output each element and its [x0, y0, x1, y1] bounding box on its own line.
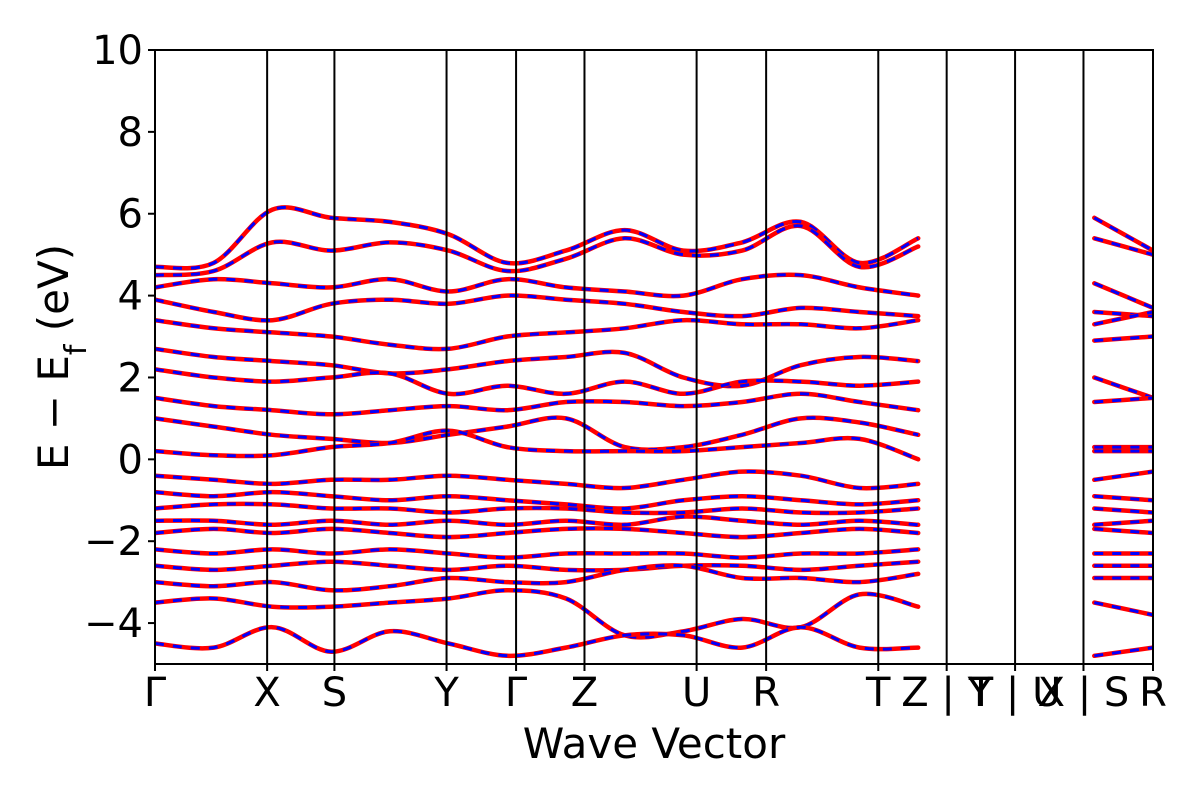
band-6-spin-down-part-4	[1094, 335, 1153, 343]
x-tick-label-10: Z | Y	[901, 670, 992, 716]
x-tick-label-8: R	[752, 670, 780, 716]
band-13-spin-down-part-1	[155, 502, 919, 515]
band-4-spin-down-part-1	[155, 294, 919, 322]
band-2-spin-up-part-1	[155, 223, 921, 278]
y-tick-label-4: 2	[118, 355, 143, 401]
band-2-spin-down-part-1	[155, 224, 919, 277]
band-2-spin-down-part-4	[1093, 236, 1153, 257]
plot-frame	[154, 49, 1154, 665]
band-15-spin-up-part-4	[1092, 526, 1153, 536]
band-11-spin-down-part-4	[1094, 470, 1153, 482]
x-axis-title: Wave Vector	[523, 719, 786, 768]
band-9-spin-down-part-1	[155, 416, 919, 452]
x-tick-label-13: R	[1139, 670, 1167, 716]
band-1-spin-down-part-4	[1093, 216, 1153, 252]
band-5-spin-down-part-4	[1093, 310, 1153, 326]
y-tick-label-3: 0	[118, 437, 143, 483]
y-axis-title-sub: f	[59, 343, 94, 355]
band-20-spin-down-part-1	[155, 625, 919, 658]
band-8-spin-down-part-4	[1094, 396, 1153, 404]
band-19-spin-up-part-4	[1092, 600, 1153, 618]
y-tick-label-2: −2	[84, 519, 143, 565]
band-14-spin-down-part-1	[155, 515, 919, 527]
band-15-spin-down-part-4	[1094, 527, 1153, 535]
y-tick-label-8: 10	[92, 28, 143, 74]
x-tick-label-7: U	[682, 670, 711, 716]
band-12-spin-down-part-1	[155, 490, 919, 511]
band-curves	[155, 205, 1153, 659]
band-3-spin-down-part-4	[1093, 281, 1153, 310]
band-12-spin-up-part-4	[1092, 493, 1153, 503]
y-tick-label-6: 6	[118, 192, 143, 238]
band-14-spin-up-part-4	[1092, 518, 1153, 528]
band-11-spin-up-part-1	[155, 469, 921, 491]
band-15-spin-down-part-1	[155, 526, 919, 539]
x-tick-label-4: Y	[433, 670, 459, 716]
band-19-spin-down-part-1	[155, 588, 919, 639]
y-axis-title-tail: (eV)	[29, 244, 78, 345]
x-tick-label-5: Γ	[505, 670, 528, 716]
band-20-spin-down-part-4	[1094, 646, 1153, 658]
x-tick-label-1: Γ	[144, 670, 167, 716]
band-20-spin-up-part-4	[1092, 645, 1153, 659]
band-12-spin-down-part-4	[1094, 494, 1153, 502]
x-tick-label-2: X	[253, 670, 280, 716]
band-8-spin-down-part-1	[155, 392, 919, 416]
y-axis-title-main: E − E	[29, 355, 78, 470]
band-13-spin-down-part-4	[1094, 507, 1153, 514]
band-3-spin-up-part-4	[1092, 281, 1153, 311]
band-3-spin-down-part-1	[155, 273, 919, 298]
y-axis-title: E − Ef (eV)	[29, 244, 94, 470]
x-tick-label-11: T | U	[968, 670, 1062, 716]
band-1-spin-down-part-1	[155, 205, 919, 270]
x-tick-label-3: S	[322, 670, 347, 716]
band-7-spin-down-part-1	[155, 367, 919, 396]
y-tick-label-5: 4	[118, 274, 143, 320]
x-tick-label-6: Z	[571, 670, 598, 716]
band-7-spin-up-part-4	[1092, 375, 1153, 401]
band-4-spin-down-part-4	[1094, 310, 1153, 318]
band-3-spin-up-part-1	[155, 272, 921, 299]
band-13-spin-up-part-4	[1092, 506, 1153, 515]
band-20-spin-up-part-1	[155, 624, 921, 659]
band-5-spin-down-part-1	[155, 318, 919, 351]
band-16-spin-down-part-1	[155, 547, 919, 560]
band-10-spin-down-part-1	[155, 429, 919, 461]
band-19-spin-down-part-4	[1094, 601, 1153, 617]
band-6-spin-up-part-4	[1092, 334, 1153, 343]
band-19-spin-up-part-1	[155, 588, 921, 640]
x-tick-label-12: X | S	[1038, 670, 1130, 716]
band-6-spin-down-part-1	[155, 347, 919, 388]
y-axis-ticks: −4 −2 0 2 4 6 8 10	[84, 28, 155, 647]
x-tick-label-9: T	[865, 670, 891, 716]
y-tick-label-7: 8	[118, 110, 143, 156]
band-17-spin-down-part-1	[155, 560, 919, 572]
kpoint-lines	[266, 50, 1085, 664]
band-8-spin-up-part-4	[1092, 395, 1153, 405]
band-11-spin-up-part-4	[1092, 469, 1153, 483]
band-4-spin-up-part-1	[155, 293, 921, 323]
band-11-spin-down-part-1	[155, 469, 919, 490]
y-tick-label-1: −4	[84, 601, 143, 647]
band-18-spin-down-part-1	[155, 563, 919, 592]
band-14-spin-down-part-4	[1094, 519, 1153, 527]
